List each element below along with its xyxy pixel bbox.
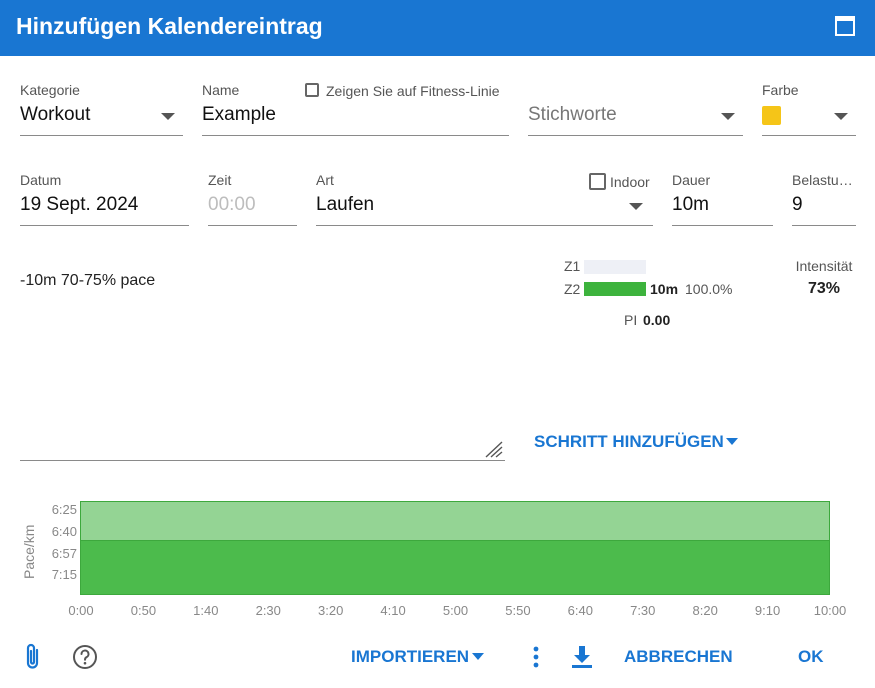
chart-y-axis-label: Pace/km xyxy=(21,524,37,579)
stichworte-select[interactable]: Stichworte xyxy=(528,100,743,137)
chart-x-tick: 10:00 xyxy=(813,603,847,618)
description-underline xyxy=(20,460,505,461)
chart-band-lower xyxy=(80,540,830,595)
paperclip-icon[interactable] xyxy=(22,643,44,671)
pi-label: PI xyxy=(624,312,638,328)
chart-x-tick: 0:00 xyxy=(68,603,94,618)
farbe-label: Farbe xyxy=(762,82,799,98)
dauer-field[interactable]: 10m xyxy=(672,190,773,227)
zone-z2-percent: 100.0% xyxy=(685,281,733,297)
name-underline xyxy=(202,135,509,136)
zone-z2-label: Z2 xyxy=(564,281,581,297)
chevron-down-icon xyxy=(472,653,484,660)
chart-x-tick: 7:30 xyxy=(630,603,656,618)
datum-value: 19 Sept. 2024 xyxy=(20,194,139,215)
chart-band-upper xyxy=(80,501,830,541)
fitness-line-checkbox[interactable] xyxy=(305,83,319,97)
zeit-field[interactable]: 00:00 xyxy=(208,190,297,227)
datum-underline xyxy=(20,225,189,226)
dauer-label: Dauer xyxy=(672,172,711,188)
stichworte-underline xyxy=(528,135,743,136)
datum-label: Datum xyxy=(20,172,62,188)
download-icon[interactable] xyxy=(571,645,593,669)
zeit-placeholder: 00:00 xyxy=(208,194,256,215)
help-icon[interactable] xyxy=(72,644,98,670)
art-value: Laufen xyxy=(316,194,375,215)
stichworte-placeholder: Stichworte xyxy=(528,104,617,125)
indoor-label: Indoor xyxy=(610,174,650,190)
zone-z2-duration: 10m xyxy=(650,281,679,297)
import-button[interactable]: IMPORTIEREN xyxy=(351,647,491,669)
chart-x-tick: 8:20 xyxy=(692,603,718,618)
belastung-underline xyxy=(792,225,856,226)
chart-x-tick: 3:20 xyxy=(318,603,344,618)
kategorie-label: Kategorie xyxy=(20,82,80,98)
art-select[interactable]: Laufen xyxy=(316,190,653,227)
color-swatch xyxy=(762,106,781,125)
chevron-down-icon xyxy=(834,113,848,120)
chevron-down-icon xyxy=(629,203,643,210)
chart-x-tick: 4:10 xyxy=(380,603,406,618)
dialog-titlebar xyxy=(0,0,875,56)
belastung-value: 9 xyxy=(792,194,803,215)
chart-x-tick: 2:30 xyxy=(255,603,281,618)
chart-x-tick: 9:10 xyxy=(754,603,781,618)
intensity-value: 73% xyxy=(807,280,841,297)
chevron-down-icon xyxy=(161,113,175,120)
belastung-field[interactable]: 9 xyxy=(792,190,856,227)
chart-y-tick: 6:25 xyxy=(51,502,77,517)
farbe-select[interactable] xyxy=(762,100,856,137)
art-underline xyxy=(316,225,653,226)
cancel-button[interactable]: ABBRECHEN xyxy=(624,647,733,666)
kategorie-underline xyxy=(20,135,183,136)
chart-y-tick: 7:15 xyxy=(51,567,77,582)
intensity-label: Intensität xyxy=(795,258,853,274)
description-text: -10m 70-75% pace xyxy=(20,272,156,289)
art-label: Art xyxy=(316,172,334,188)
name-label: Name xyxy=(202,82,240,98)
pi-value: 0.00 xyxy=(643,312,671,328)
chevron-down-icon xyxy=(721,113,735,120)
zone-z1-label: Z1 xyxy=(564,258,581,274)
datum-field[interactable]: 19 Sept. 2024 xyxy=(20,190,189,227)
chart-x-tick: 6:40 xyxy=(567,603,593,618)
dialog-title: Hinzufügen Kalendereintrag xyxy=(16,13,323,39)
pace-chart xyxy=(80,501,830,595)
chart-y-tick: 6:57 xyxy=(51,546,77,561)
import-label: IMPORTIEREN xyxy=(351,647,470,666)
zone-z2-bar-track xyxy=(584,282,646,296)
description-textarea[interactable]: -10m 70-75% pace xyxy=(20,262,505,461)
resize-handle-icon[interactable] xyxy=(484,440,504,458)
maximize-icon[interactable] xyxy=(835,16,855,36)
chart-x-tick: 5:50 xyxy=(505,603,531,618)
chart-x-tick: 5:00 xyxy=(442,603,469,618)
zone-z1-bar-track xyxy=(584,260,646,274)
add-step-label: SCHRITT HINZUFÜGEN xyxy=(534,432,724,451)
more-vert-icon[interactable] xyxy=(530,645,542,669)
name-value: Example xyxy=(202,104,276,125)
chart-y-tick: 6:40 xyxy=(51,524,77,539)
ok-button[interactable]: OK xyxy=(798,647,824,666)
dauer-underline xyxy=(672,225,773,226)
zeit-underline xyxy=(208,225,297,226)
dauer-value: 10m xyxy=(672,194,709,215)
indoor-checkbox[interactable] xyxy=(589,173,606,190)
add-step-button[interactable]: SCHRITT HINZUFÜGEN xyxy=(534,432,744,454)
chart-x-tick: 0:50 xyxy=(130,603,157,618)
name-field[interactable]: Example xyxy=(202,100,509,137)
belastung-label: Belastu… xyxy=(792,172,853,188)
kategorie-select[interactable]: Workout xyxy=(20,100,183,137)
farbe-underline xyxy=(762,135,856,136)
chevron-down-icon xyxy=(726,438,738,445)
zeit-label: Zeit xyxy=(208,172,232,188)
fitness-line-label: Zeigen Sie auf Fitness-Linie xyxy=(326,83,500,99)
chart-x-tick: 1:40 xyxy=(193,603,219,618)
kategorie-value: Workout xyxy=(20,104,91,125)
zone-z2-bar-fill xyxy=(584,282,646,296)
